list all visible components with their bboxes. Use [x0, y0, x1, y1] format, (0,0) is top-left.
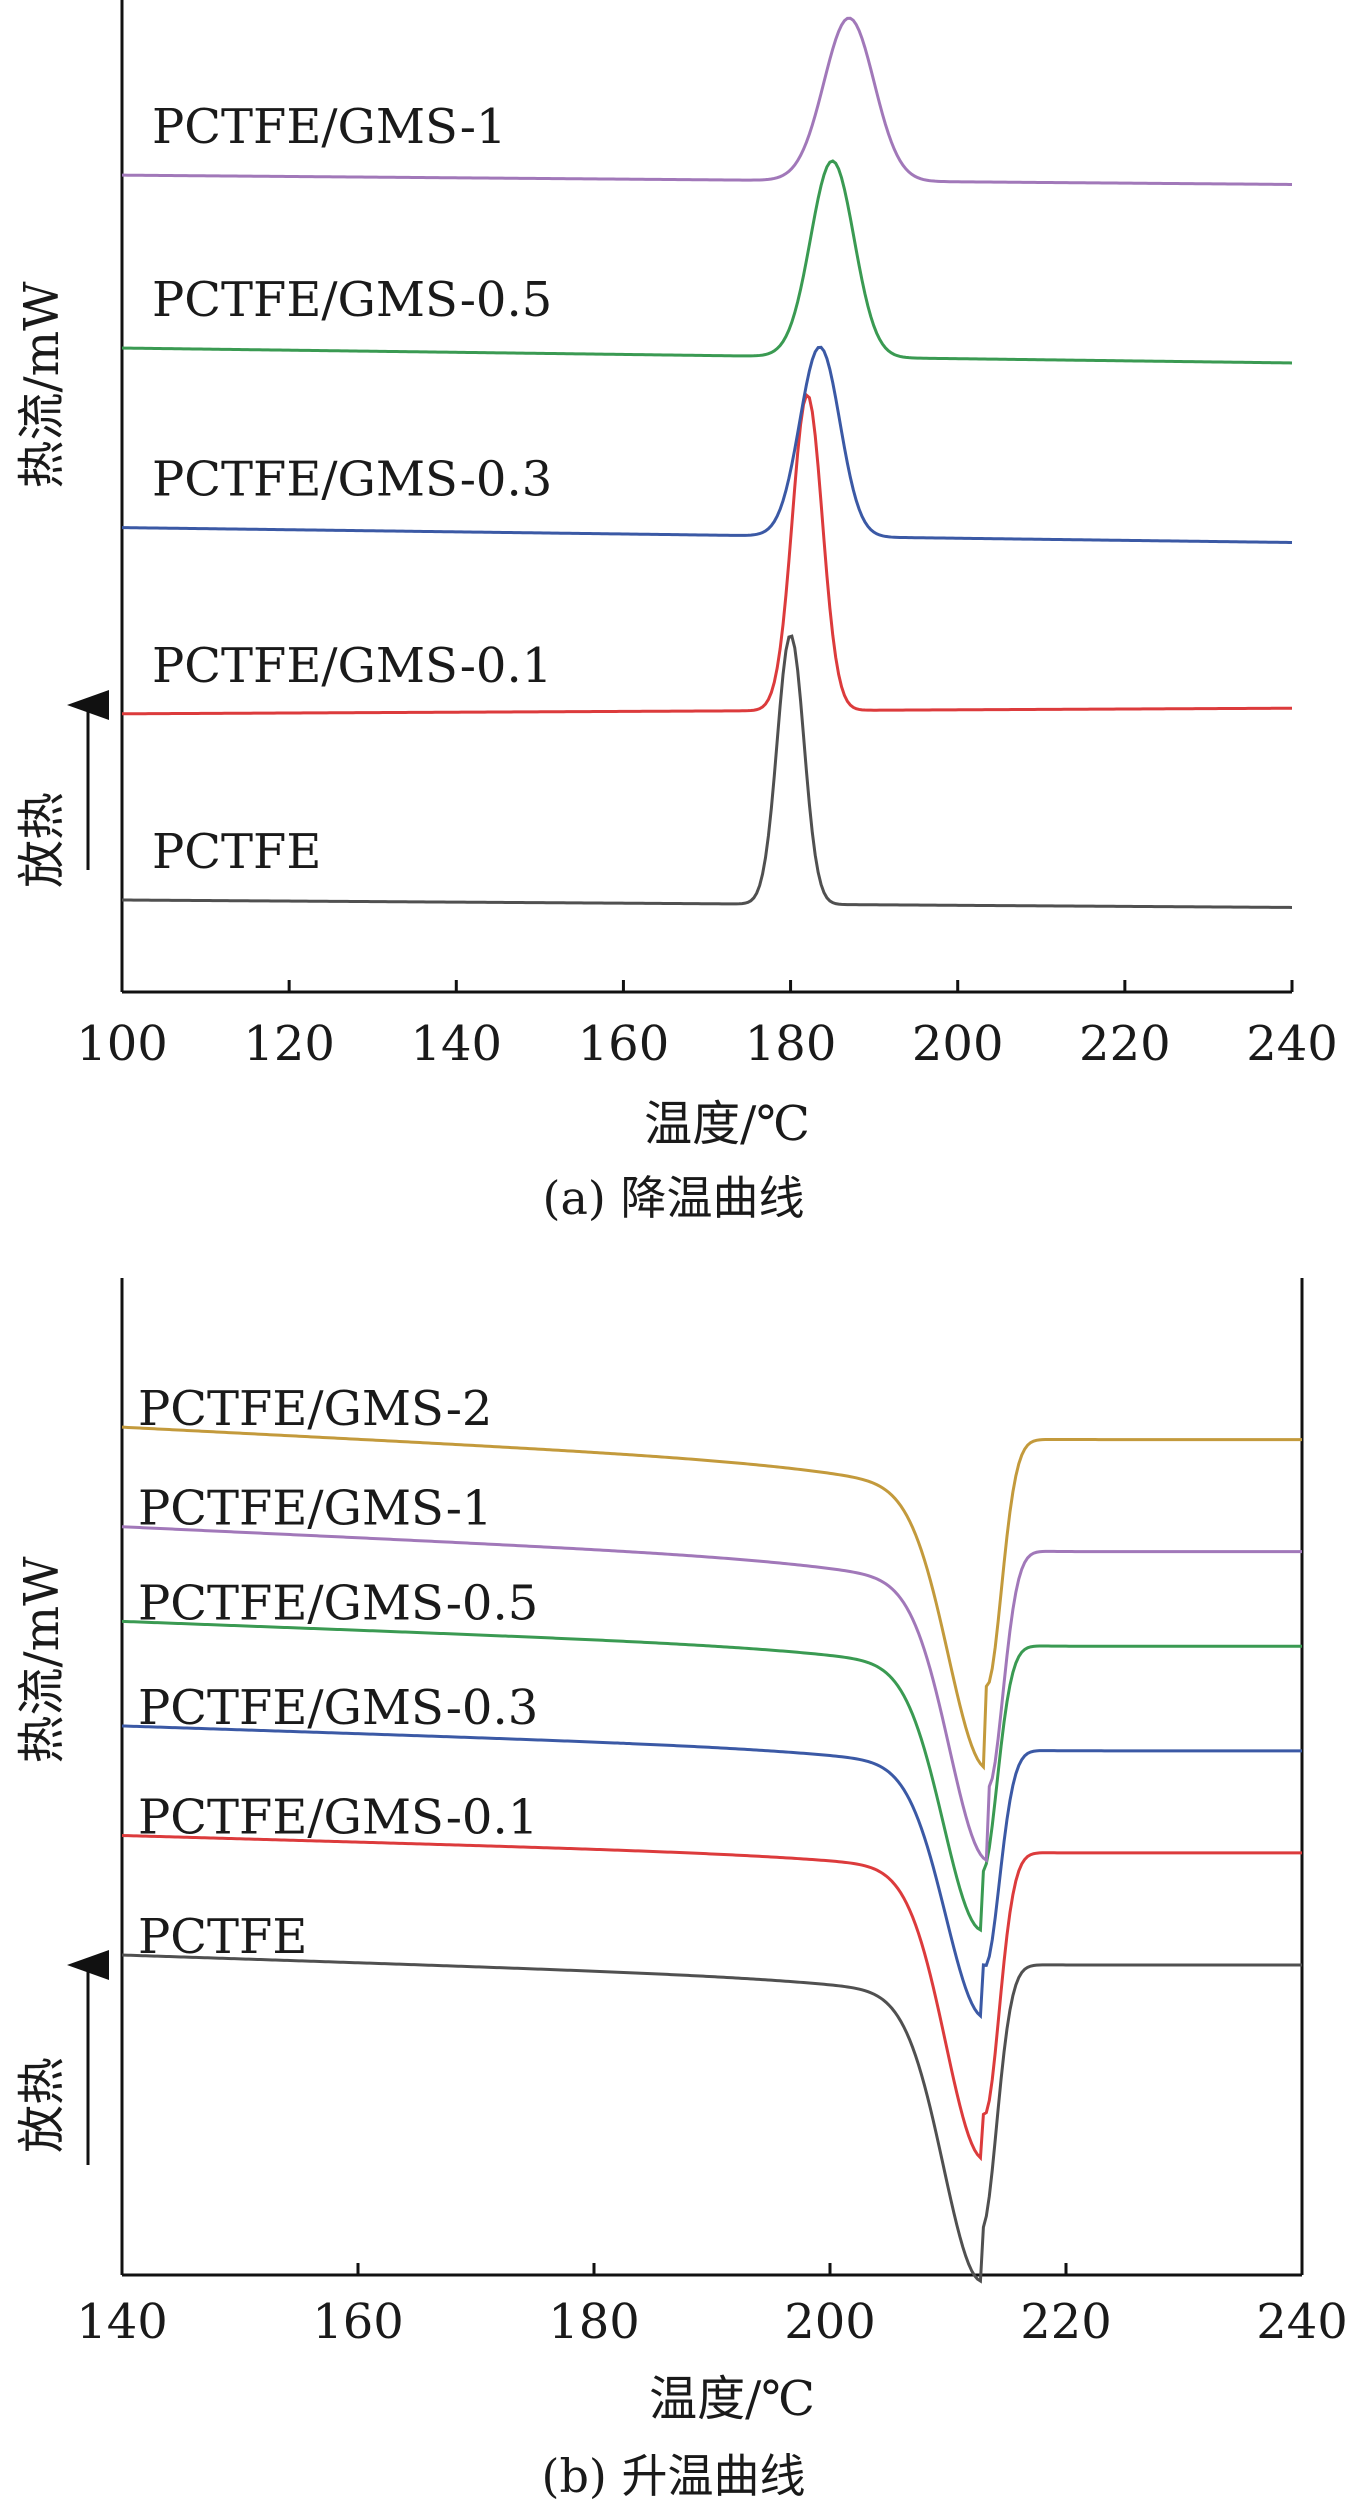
x-tick-label: 140 [76, 2294, 168, 2350]
x-tick-label: 100 [76, 1016, 168, 1072]
x-tick-label: 220 [1020, 2294, 1112, 2350]
series-label: PCTFE/GMS-0.3 [152, 452, 552, 508]
x-axis-label: 温度/℃ [644, 1096, 810, 1152]
series-line [121, 392, 1293, 716]
x-tick-label: 180 [548, 2294, 640, 2350]
series-label: PCTFE/GMS-0.5 [152, 272, 552, 328]
x-tick-label: 160 [578, 1016, 670, 1072]
x-tick-label: 140 [410, 1016, 502, 1072]
x-tick-label: 240 [1256, 2294, 1347, 2350]
series-label: PCTFE [138, 1909, 307, 1965]
series-line [121, 1525, 1302, 1863]
x-tick-label: 200 [784, 2294, 876, 2350]
series-label: PCTFE/GMS-0.3 [138, 1680, 538, 1736]
panel-b-caption: (b) 升温曲线 [541, 2449, 806, 2503]
exotherm-label: 放热 [14, 792, 70, 888]
series-label: PCTFE/GMS-0.1 [138, 1789, 538, 1845]
x-tick-label: 220 [1079, 1016, 1171, 1072]
series-line [121, 1724, 1302, 2020]
series-line [121, 634, 1293, 909]
panel-a-cooling-curves: 100 120 140 160 180 200 220 240 温度/℃ 热流/mW 放热 PCTFE… [14, 0, 1338, 1152]
series-label: PCTFE/GMS-1 [152, 99, 506, 155]
series-label: PCTFE [152, 824, 321, 880]
x-axis-label: 温度/℃ [649, 2371, 815, 2427]
series-label: PCTFE/GMS-2 [138, 1381, 492, 1437]
y-axis-label: 热流/mW [14, 281, 70, 489]
x-tick-label: 160 [312, 2294, 404, 2350]
panel-b-heating-curves: 140 160 180 200 220 240 温度/℃ 热流/mW 放热 PCTFE PCTFE/… [14, 1278, 1347, 2427]
x-tick-label: 180 [745, 1016, 837, 1072]
series-line [121, 16, 1293, 186]
series-line [121, 1425, 1302, 1771]
y-axis-label: 热流/mW [14, 1556, 70, 1764]
series-label: PCTFE/GMS-1 [138, 1481, 492, 1537]
series-line [121, 1953, 1302, 2284]
series-label: PCTFE/GMS-0.5 [138, 1575, 538, 1631]
series-line [121, 1619, 1302, 1933]
x-tick-label: 120 [243, 1016, 335, 1072]
x-tick-label: 240 [1246, 1016, 1338, 1072]
series-line [121, 1833, 1302, 2162]
series-label: PCTFE/GMS-0.1 [152, 638, 552, 694]
exotherm-label: 放热 [14, 2057, 70, 2153]
panel-a-caption: (a) 降温曲线 [542, 1171, 805, 1225]
x-tick-label: 200 [912, 1016, 1004, 1072]
series-line [121, 159, 1293, 365]
series-line [121, 345, 1293, 544]
